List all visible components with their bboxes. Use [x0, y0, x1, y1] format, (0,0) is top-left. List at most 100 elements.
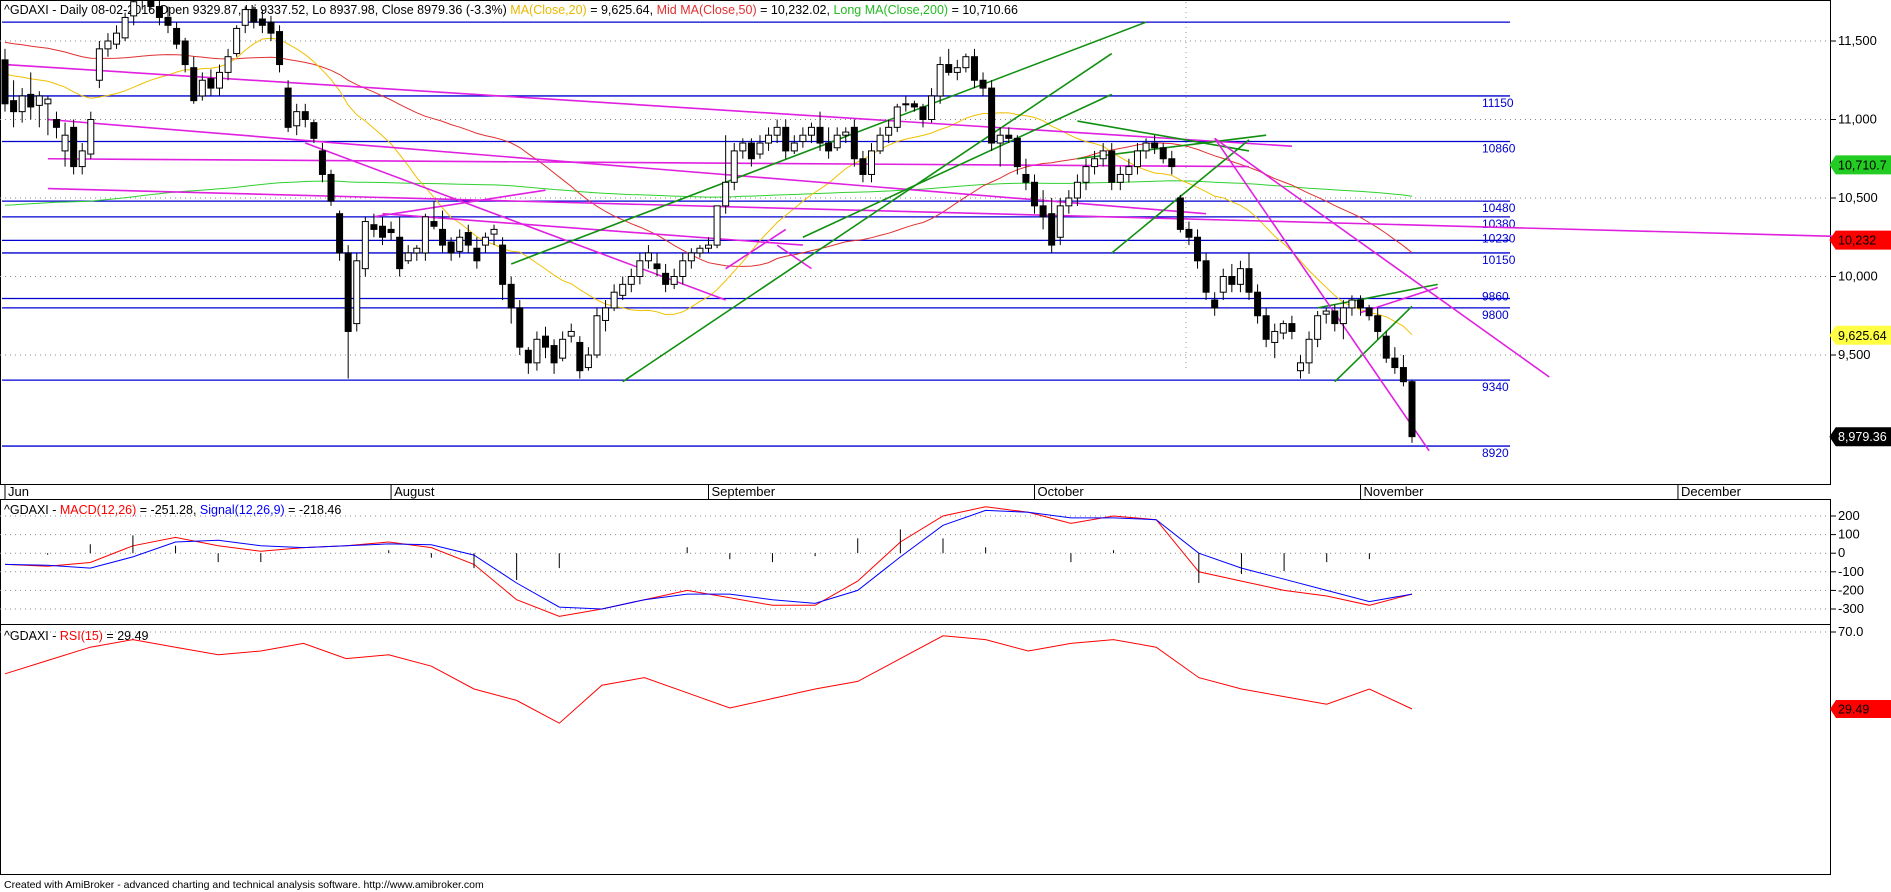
level-label: 9340: [1482, 380, 1509, 394]
candle-down: [439, 228, 447, 246]
candle-up: [722, 181, 730, 207]
candle-up: [293, 111, 301, 127]
level-label: 11150: [1482, 96, 1514, 110]
header-high: 9337.52: [260, 3, 305, 17]
value-tag-label: 8,979.36: [1838, 430, 1887, 444]
candle-up: [198, 79, 206, 97]
candle-up: [696, 247, 704, 254]
candle-up: [1219, 276, 1227, 293]
candle-up: [353, 260, 361, 325]
candle-down: [1013, 137, 1021, 168]
candle-up: [1314, 315, 1322, 340]
candle-down: [190, 67, 198, 102]
candle-down: [1211, 299, 1219, 309]
candle-up: [593, 315, 601, 356]
macd-header: ^GDAXI - MACD(12,26) = -251.28, Signal(1…: [4, 503, 341, 517]
magenta-trendline: [1360, 286, 1438, 314]
price-header: ^GDAXI - Daily 08-02-2016 Open 9329.87, …: [4, 3, 1018, 17]
candle-down: [850, 126, 858, 160]
candle-up: [627, 276, 635, 285]
header-ma50-label: Mid MA(Close,50): [657, 3, 757, 17]
value-tag: [1829, 230, 1891, 250]
macd-panel: 200 100 0 -100 -200 -300: [0, 506, 1864, 617]
candle-up: [868, 150, 876, 175]
candle-down: [516, 307, 524, 348]
candle-down: [1108, 150, 1116, 183]
value-tags: 10,710.7 10,232 9,625.64 8,979.36: [1829, 155, 1891, 447]
candle-down: [1365, 307, 1373, 317]
candle-up: [1142, 142, 1150, 152]
candle-up: [241, 9, 249, 26]
candle-down: [250, 9, 258, 23]
candlesticks: [1, 0, 1416, 443]
green-trendline: [622, 52, 1113, 383]
candle-up: [1065, 197, 1073, 207]
value-tag-label: 10,232: [1838, 234, 1876, 248]
candle-down: [1288, 323, 1296, 332]
candle-down: [344, 252, 352, 332]
candle-down: [1245, 268, 1253, 293]
level-label: 8920: [1482, 446, 1509, 460]
price-tick-label: 10,000: [1838, 269, 1878, 284]
candle-up: [413, 247, 421, 254]
month-label: December: [1681, 484, 1742, 499]
header-low: 8937.98: [330, 3, 375, 17]
candle-down: [1151, 142, 1159, 149]
rsi-value-tag: [1830, 699, 1891, 718]
candle-up: [739, 142, 747, 152]
moving-averages: [4, 37, 1413, 336]
sub-tick-label: 0: [1838, 545, 1845, 560]
series-macd-line: [4, 506, 1413, 617]
candle-up: [1133, 150, 1141, 168]
candle-up: [799, 134, 807, 142]
candle-up: [1125, 166, 1133, 175]
value-tag: [1829, 155, 1891, 175]
candle-up: [1322, 310, 1330, 315]
price-tick-label: 11,500: [1838, 33, 1877, 48]
candle-up: [1073, 181, 1081, 199]
header-symbol: ^GDAXI: [4, 3, 49, 17]
header-ma200-label: Long MA(Close,200): [833, 3, 948, 17]
candle-up: [1091, 158, 1099, 168]
candle-up: [876, 134, 884, 152]
candle-down: [1005, 134, 1013, 139]
candle-up: [78, 150, 86, 168]
candle-down: [1, 59, 9, 105]
candle-down: [1399, 367, 1407, 383]
magenta-trendline: [776, 244, 812, 270]
candle-down: [1168, 158, 1176, 168]
candle-down: [70, 126, 78, 168]
candle-down: [207, 78, 215, 89]
candle-up: [928, 95, 936, 120]
candle-down: [1159, 147, 1167, 160]
candle-up: [1296, 362, 1304, 372]
candle-up: [130, 1, 138, 17]
price-panel-frame: [0, 0, 1831, 485]
candle-down: [378, 225, 386, 238]
candle-up: [833, 134, 841, 149]
candle-down: [1254, 291, 1262, 317]
candle-up: [215, 71, 223, 89]
rsi-panel-frame: [0, 624, 1831, 875]
candle-up: [773, 126, 781, 136]
candle-down: [782, 126, 790, 152]
header-date: 08-02-2016: [91, 3, 155, 17]
candle-up: [361, 221, 369, 270]
candle-up: [559, 338, 567, 359]
month-label: November: [1364, 484, 1425, 499]
candle-up: [224, 56, 232, 73]
candle-up: [404, 252, 412, 262]
sub-tick-label: -200: [1838, 582, 1864, 597]
price-tick-label: 10,500: [1838, 190, 1878, 205]
candle-down: [1039, 205, 1047, 218]
candle-up: [679, 260, 687, 277]
candle-up: [533, 338, 541, 364]
candle-down: [1262, 315, 1270, 340]
series-signal-line: [4, 509, 1413, 610]
candle-down: [816, 126, 824, 144]
level-label: 10230: [1482, 231, 1516, 245]
candle-up: [885, 126, 893, 136]
value-tag-label: 9,625.64: [1838, 329, 1887, 343]
candle-up: [456, 236, 464, 252]
